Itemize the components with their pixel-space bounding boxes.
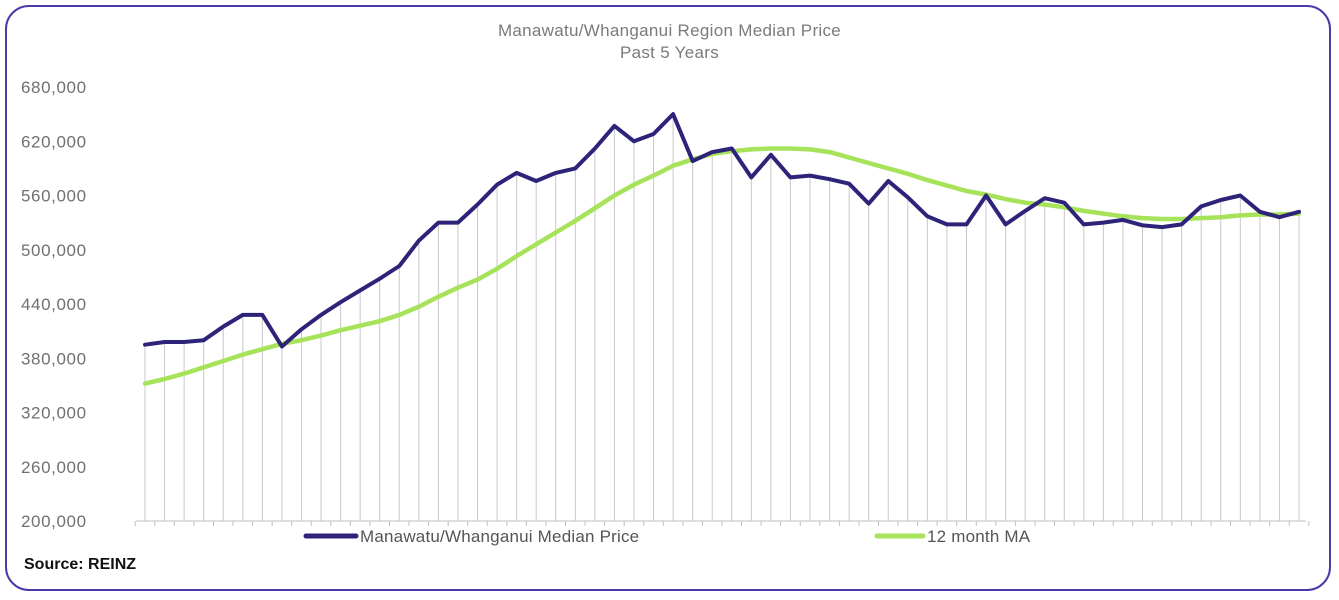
- chart-title: Manawatu/Whanganui Region Median Price: [497, 21, 842, 40]
- series-lines: [142, 112, 1302, 386]
- y-tick-label: 620,000: [21, 132, 87, 151]
- source-note: Source: REINZ: [24, 556, 137, 573]
- legend-label-median-price: Manawatu/Whanganui Median Price: [360, 527, 639, 546]
- y-axis-labels: 200,000 260,000 320,000 380,000 440,000 500,0…: [21, 78, 87, 531]
- drop-lines: [144, 114, 1300, 521]
- legend: Manawatu/Whanganui Median Price 12 month…: [303, 527, 1031, 546]
- series-line-median-price: [143, 112, 1301, 349]
- y-tick-label: 260,000: [21, 458, 87, 477]
- y-tick-label: 560,000: [21, 187, 87, 206]
- chart-frame: [5, 5, 1331, 591]
- x-axis: [134, 520, 1310, 526]
- legend-label-12-month-ma: 12 month MA: [927, 527, 1031, 546]
- y-tick-label: 680,000: [21, 78, 87, 97]
- y-tick-label: 320,000: [21, 404, 87, 423]
- y-tick-label: 380,000: [21, 349, 87, 368]
- y-tick-label: 440,000: [21, 295, 87, 314]
- chart-subtitle: Past 5 Years: [619, 43, 720, 62]
- y-tick-label: 200,000: [21, 512, 87, 531]
- y-tick-label: 500,000: [21, 241, 87, 260]
- series-line-12-month-ma: [142, 146, 1302, 386]
